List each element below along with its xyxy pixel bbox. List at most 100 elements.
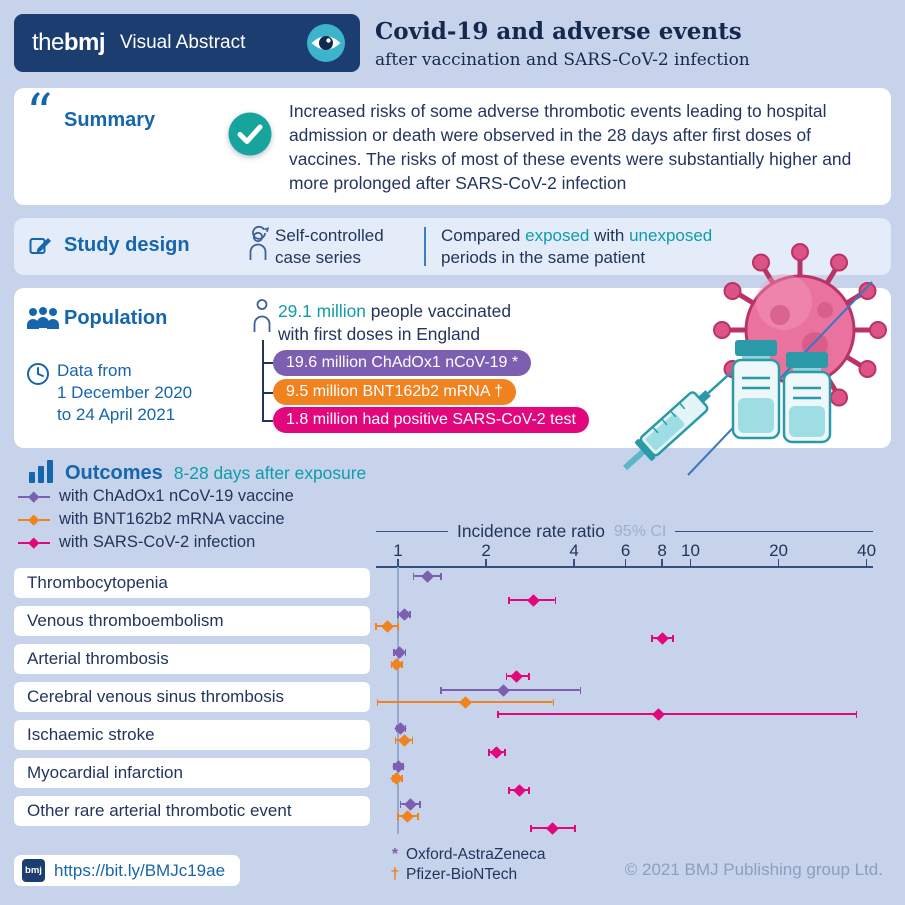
summary-card: [14, 88, 891, 205]
outcome-row: Arterial thrombosis: [14, 644, 370, 674]
legend-item-sars-cov-2: with SARS-CoV-2 infection: [18, 533, 294, 552]
date-line2: 1 December 2020: [57, 383, 193, 402]
irr-marker: [546, 821, 560, 835]
pill-chadox1-text: 19.6 million ChAdOx1 nCoV-19 *: [286, 354, 519, 371]
method-line1: Self-controlled: [275, 226, 384, 245]
ci-cap: [527, 672, 530, 680]
outcome-label: Thrombocytopenia: [27, 573, 168, 592]
vaccinated-count: 29.1 million: [278, 301, 366, 321]
axis-tick-label: 8: [657, 541, 667, 560]
ci-cap: [505, 672, 508, 680]
ci-cap: [488, 748, 490, 756]
syringe-icon: [622, 372, 732, 471]
axis-header-line: [376, 530, 448, 533]
ci-cap: [417, 812, 419, 820]
outcome-row: Ischaemic stroke: [14, 720, 370, 750]
ci-cap: [397, 812, 399, 820]
comparison-text: Compared exposed with unexposed periods …: [441, 225, 712, 268]
ci-cap: [672, 634, 674, 642]
axis-tick: [485, 559, 487, 567]
bracket-stub: [262, 392, 273, 394]
ci-cap: [527, 786, 530, 794]
pill-bnt162b2: 9.5 million BNT162b2 mRNA †: [273, 379, 516, 405]
axis-tick-label: 10: [681, 541, 700, 560]
irr-marker: [497, 683, 511, 697]
eye-icon: [305, 22, 347, 64]
outcome-row: Myocardial infarction: [14, 758, 370, 788]
bmj-logo: thebmj: [32, 29, 106, 57]
ci-cap: [412, 572, 415, 580]
axis-tick: [689, 559, 692, 567]
pencil-icon: [28, 232, 54, 263]
outcome-label: Ischaemic stroke: [27, 725, 155, 744]
bitly-link[interactable]: bmj https://bit.ly/BMJc19ae: [14, 855, 241, 886]
ci-cap: [497, 710, 499, 718]
axis-tick-label: 1: [393, 541, 403, 560]
axis-tick: [624, 559, 627, 567]
outcome-label: Other rare arterial thrombotic event: [27, 801, 292, 820]
legend-label: with ChAdOx1 nCoV-19 vaccine: [59, 487, 294, 505]
irr-marker: [526, 593, 540, 607]
virus-syringe-vials-illustration: [622, 243, 887, 476]
ci-cap: [855, 710, 858, 718]
ci-line: [498, 713, 857, 715]
axis-title: Incidence rate ratio: [457, 521, 605, 541]
population-heading: Population: [64, 307, 168, 329]
axis-tick-label: 6: [620, 541, 631, 560]
ci-cap: [552, 698, 555, 706]
ci-cap: [439, 686, 442, 694]
ci-cap: [439, 572, 442, 580]
comparison-line2: periods in the same patient: [441, 247, 646, 267]
legend-marker-diamond: [18, 514, 50, 525]
pill-sars-cov-2-text: 1.8 million had positive SARS-CoV-2 test: [286, 411, 576, 428]
pill-bnt162b2-text: 9.5 million BNT162b2 mRNA †: [286, 383, 503, 400]
footnote-text: Oxford-AstraZeneca: [406, 846, 546, 863]
legend-label: with BNT162b2 mRNA vaccine: [59, 510, 285, 528]
irr-marker: [459, 695, 472, 709]
axis-header-line: [675, 530, 873, 533]
ci-cap: [394, 736, 397, 744]
summary-heading: Summary: [64, 109, 156, 131]
bmj-square-icon: bmj: [22, 859, 45, 882]
vaccinated-text: 29.1 million people vaccinated with firs…: [278, 300, 511, 346]
ci-cap: [573, 824, 576, 832]
page-title: Covid-19 and adverse events: [375, 18, 742, 45]
axis-tick-label: 20: [769, 541, 788, 560]
irr-marker: [397, 733, 411, 747]
vial-icon: [782, 352, 832, 444]
legend-label: with SARS-CoV-2 infection: [59, 533, 256, 551]
irr-marker: [403, 797, 417, 811]
link-url: https://bit.ly/BMJc19ae: [54, 860, 226, 880]
axis-tick: [573, 559, 575, 567]
outcomes-sublabel: 8-28 days after exposure: [173, 463, 367, 483]
summary-text: Increased risks of some adverse thrombot…: [289, 101, 852, 193]
vaccinated-line2: with first doses in England: [278, 324, 481, 344]
ci-line: [440, 689, 581, 691]
footnote-astrazeneca: * Oxford-AstraZeneca: [390, 846, 546, 864]
outcome-label: Venous thromboembolism: [27, 611, 224, 630]
irr-marker: [655, 631, 669, 645]
vial-icon: [731, 340, 781, 440]
study-design-heading: Study design: [64, 234, 190, 256]
title-block: Covid-19 and adverse events after vaccin…: [375, 18, 750, 70]
axis-tick-label: 4: [569, 541, 579, 560]
visual-abstract-label: Visual Abstract: [120, 32, 246, 53]
page-subtitle: after vaccination and SARS-CoV-2 infecti…: [375, 50, 750, 70]
irr-marker: [652, 707, 666, 721]
bar-chart-icon: [28, 459, 54, 488]
irr-marker: [381, 619, 394, 633]
date-line3: to 24 April 2021: [57, 405, 176, 424]
bmj-header-bar: thebmj Visual Abstract: [14, 14, 360, 72]
axis-tick: [397, 559, 399, 567]
logo-the: the: [32, 29, 64, 56]
unexposed-word: unexposed: [629, 226, 713, 245]
pill-chadox1: 19.6 million ChAdOx1 nCoV-19 *: [273, 350, 532, 376]
study-method-text: Self-controlled case series: [275, 225, 384, 268]
compared-word: Compared: [441, 226, 526, 245]
ci-cap: [376, 698, 379, 706]
legend-marker-diamond: [18, 491, 50, 502]
exposed-word: exposed: [525, 226, 590, 245]
outcome-label: Myocardial infarction: [27, 763, 183, 782]
